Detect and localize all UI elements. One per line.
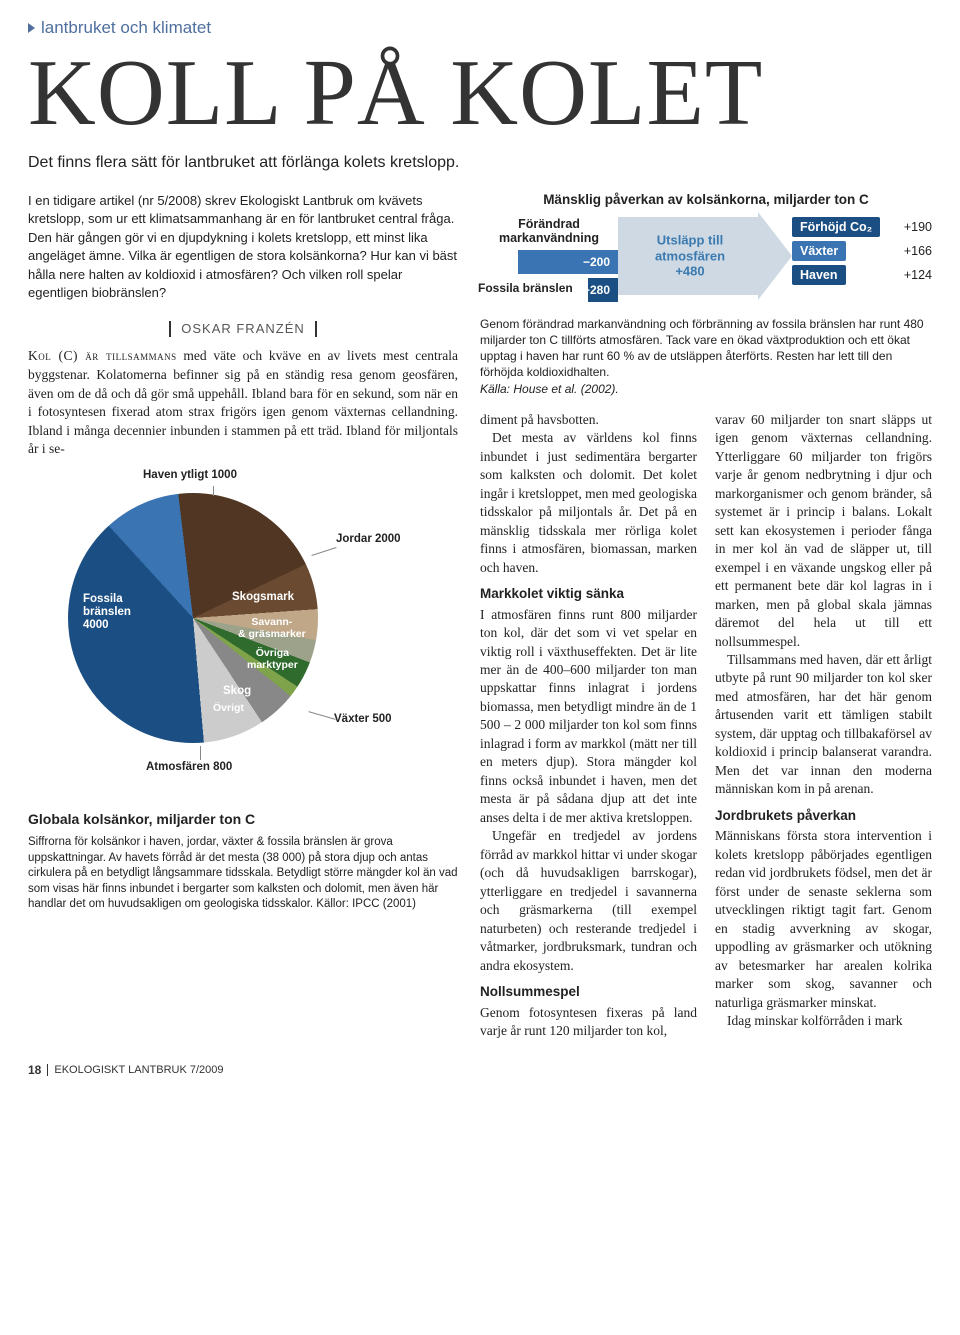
body-p: Det mesta av världens kol finns inbundet… bbox=[480, 429, 697, 577]
flow-right-label: Växter bbox=[792, 241, 846, 261]
headline: KOLL PÅ KOLET bbox=[28, 46, 932, 140]
subhead-nollsummespel: Nollsummespel bbox=[480, 983, 697, 1001]
flow-mid-text: Utsläpp till atmosfären +480 bbox=[628, 233, 752, 280]
kicker-triangle bbox=[28, 23, 35, 33]
flow-right-row: Förhöjd Co₂ +190 bbox=[792, 217, 932, 237]
subhead-markkolet: Markkolet viktig sänka bbox=[480, 585, 697, 603]
kicker-row: lantbruket och klimatet bbox=[28, 18, 932, 38]
body-intro: Kol (C) är tillsammans med väte och kväv… bbox=[28, 347, 458, 459]
flow-right-label: Haven bbox=[792, 265, 846, 285]
pie-label-forestland: Skogsmark bbox=[232, 591, 294, 604]
flow-right-value: +166 bbox=[904, 244, 932, 258]
flow-right-row: Växter +166 bbox=[792, 241, 932, 261]
subhead-jordbrukets: Jordbrukets påverkan bbox=[715, 807, 932, 825]
body-p: Människans första stora intervention i k… bbox=[715, 827, 932, 1012]
pie-label-savanna: Savann-& gräsmarker bbox=[238, 616, 306, 640]
pie-label-othertypes: Övrigamarktyper bbox=[247, 647, 298, 671]
byline-bar bbox=[315, 321, 317, 337]
body-p: I atmosfären finns runt 800 miljarder to… bbox=[480, 606, 697, 828]
body-p: diment på havsbotten. bbox=[480, 411, 697, 429]
magazine-issue: EKOLOGISKT LANTBRUK 7/2009 bbox=[54, 1064, 223, 1076]
page-footer: 18 EKOLOGISKT LANTBRUK 7/2009 bbox=[28, 1063, 932, 1077]
intro-paragraph: I en tidigare artikel (nr 5/2008) skrev … bbox=[28, 192, 458, 303]
byline-name: OSKAR FRANZÉN bbox=[181, 321, 305, 336]
flow-caption: Genom förändrad markanvändning och förbr… bbox=[480, 316, 932, 397]
pie-label-soils: Jordar 2000 bbox=[336, 533, 401, 546]
flow-right-list: Förhöjd Co₂ +190 Växter +166 Haven +124 bbox=[792, 217, 932, 285]
pie-label-fossils: Fossila bränslen 4000 bbox=[83, 593, 131, 633]
deck: Det finns flera sätt för lantbruket att … bbox=[28, 154, 932, 172]
flow-bar-landuse: −200 bbox=[518, 250, 618, 274]
body-intro-caps: Kol (C) är tillsammans bbox=[28, 348, 177, 363]
flow-arrow: Utsläpp till atmosfären +480 bbox=[618, 217, 792, 295]
pie-title: Globala kolsänkor, miljarder ton C bbox=[28, 811, 458, 827]
flow-fossil-label: Fossila bränslen bbox=[478, 281, 573, 295]
section-kicker: lantbruket och klimatet bbox=[41, 18, 211, 38]
footer-sep bbox=[47, 1064, 48, 1076]
flow-right-value: +124 bbox=[904, 268, 932, 282]
body-p: Tillsammans med haven, där ett årligt ut… bbox=[715, 651, 932, 799]
body-p: Ungefär en tredjedel av jordens förråd a… bbox=[480, 827, 697, 975]
pie-label-forest: Skog bbox=[223, 685, 251, 698]
pie-chart: Haven ytligt 1000 Fossila bränslen 4000 … bbox=[28, 463, 458, 803]
pie-label-other2: Övrigt bbox=[213, 702, 244, 714]
pie-label-atmos: Atmosfären 800 bbox=[146, 761, 232, 774]
page-number: 18 bbox=[28, 1063, 41, 1077]
body-p: Genom fotosyntesen fixeras på land varje… bbox=[480, 1004, 697, 1041]
body-columns: diment på havsbotten. Det mesta av värld… bbox=[480, 411, 932, 1041]
body-p: varav 60 miljarder ton snart släpps ut i… bbox=[715, 411, 932, 651]
flow-right-label: Förhöjd Co₂ bbox=[792, 217, 880, 237]
pie-label-plants: Växter 500 bbox=[334, 713, 392, 726]
body-intro-rest: med väte och kväve en av livets mest cen… bbox=[28, 348, 458, 456]
pie-label-ocean: Haven ytligt 1000 bbox=[143, 469, 237, 482]
byline-bar bbox=[169, 321, 171, 337]
flow-diagram: Förändrad markanvändning −200 Fossila br… bbox=[480, 217, 932, 302]
flow-left-header: Förändrad markanvändning bbox=[480, 217, 618, 246]
body-p: Idag minskar kolförråden i mark bbox=[715, 1012, 932, 1030]
flow-title: Mänsklig påverkan av kolsänkorna, miljar… bbox=[480, 192, 932, 207]
pie-note: Siffrorna för kolsänkor i haven, jordar,… bbox=[28, 835, 458, 913]
flow-right-row: Haven +124 bbox=[792, 265, 932, 285]
flow-bar-fossil: −280 bbox=[588, 278, 618, 302]
byline: OSKAR FRANZÉN bbox=[28, 321, 458, 338]
flow-right-value: +190 bbox=[904, 220, 932, 234]
